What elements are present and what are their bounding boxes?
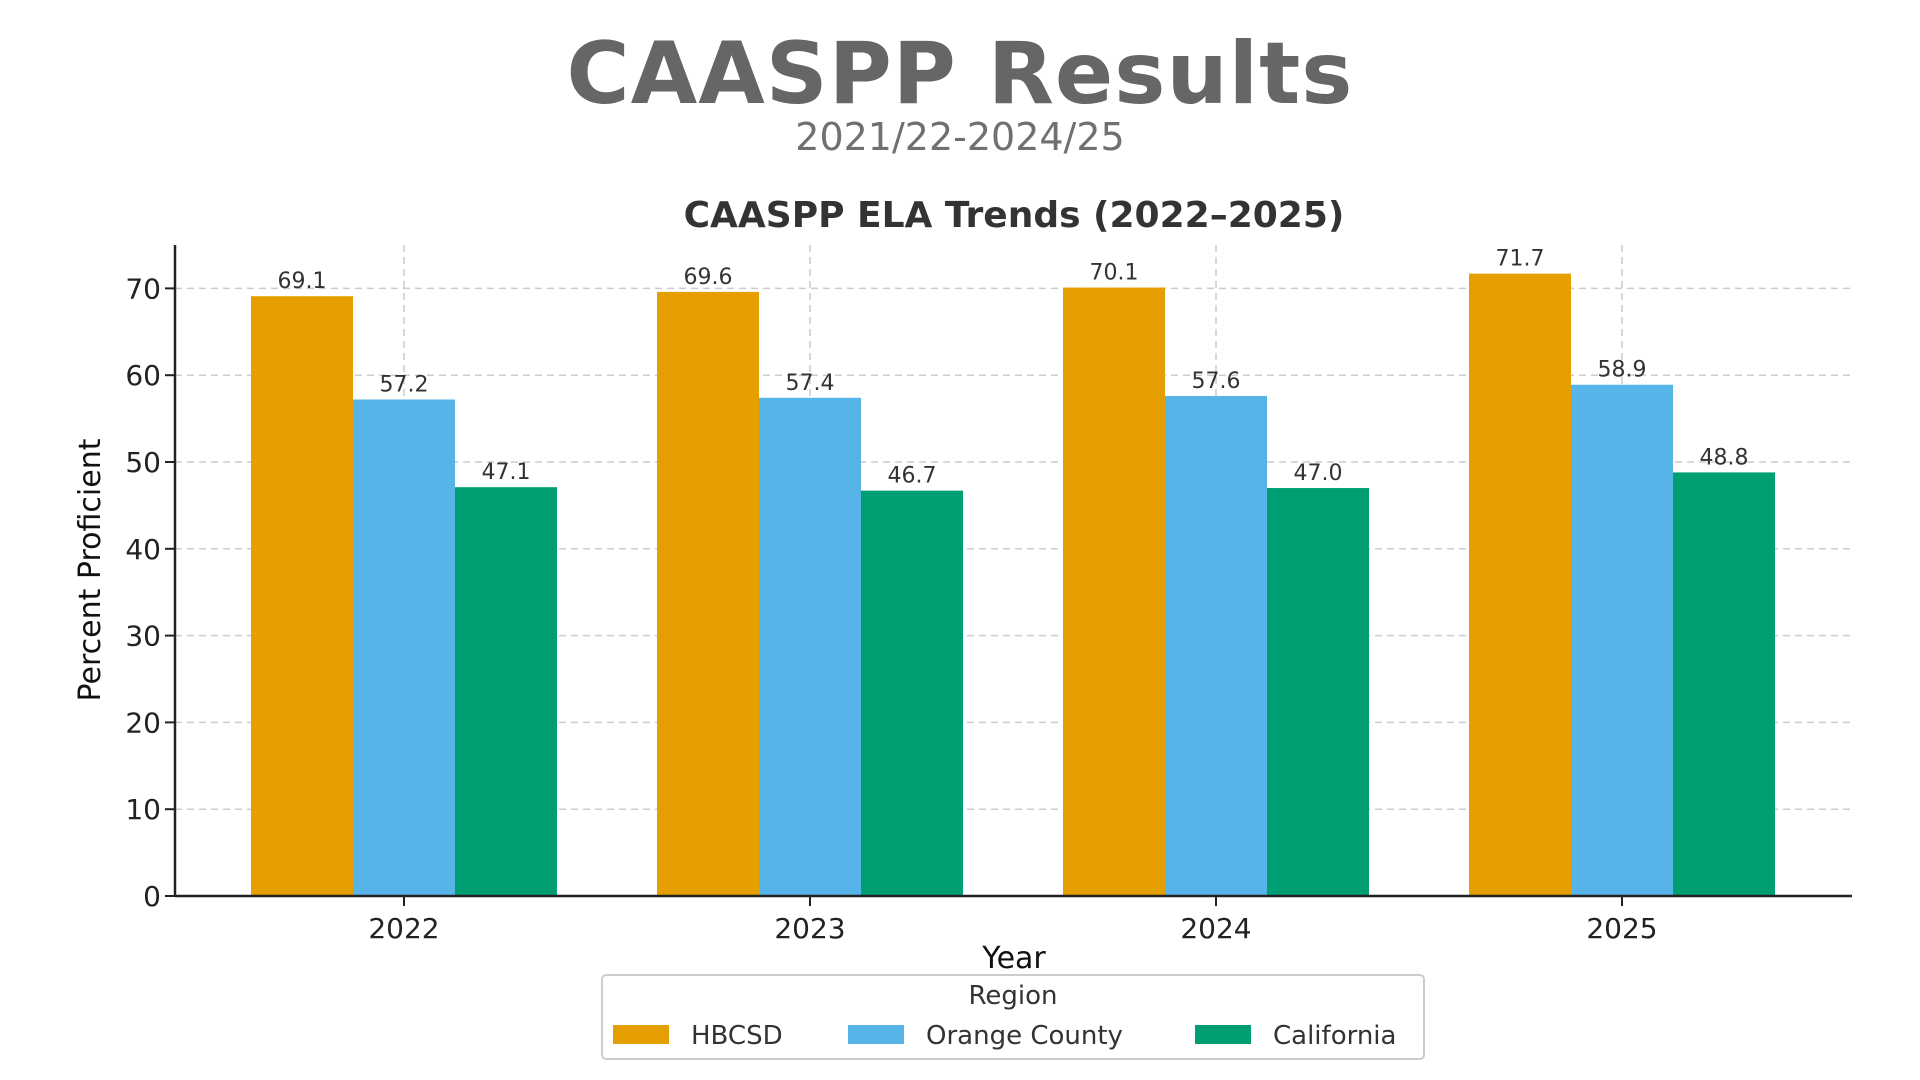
page-subtitle: 2021/22-2024/25 (795, 115, 1125, 159)
data-label: 57.2 (380, 373, 429, 398)
bar-hbcsd-2024 (1063, 287, 1165, 897)
data-label: 46.7 (888, 464, 937, 489)
bar-hbcsd-2022 (251, 296, 353, 896)
page-title: CAASPP Results (566, 24, 1354, 124)
bar-california-2023 (861, 490, 963, 896)
y-tick-label: 70 (125, 272, 161, 305)
bars-group (251, 273, 1775, 897)
legend-items: HBCSD Orange County California (613, 1021, 1396, 1051)
bar-orange-county-2023 (759, 397, 861, 896)
legend-label: Orange County (926, 1021, 1123, 1051)
legend-label: California (1273, 1021, 1396, 1051)
y-tick-label: 30 (125, 620, 161, 653)
legend-label: HBCSD (691, 1021, 783, 1051)
legend-swatch-hbcsd (613, 1025, 669, 1044)
data-label: 48.8 (1700, 445, 1749, 470)
y-tick-label: 60 (125, 359, 161, 392)
chart-title: CAASPP ELA Trends (2022–2025) (684, 195, 1345, 236)
y-tick-label: 20 (125, 706, 161, 739)
data-label: 57.4 (786, 371, 835, 396)
bar-orange-county-2022 (353, 399, 455, 896)
legend-swatch-california (1195, 1025, 1251, 1044)
bar-hbcsd-2025 (1469, 273, 1571, 896)
y-tick-label: 50 (125, 446, 161, 479)
y-tick-label: 10 (125, 793, 161, 826)
y-axis-label: Percent Proficient (73, 438, 108, 701)
bar-california-2025 (1673, 472, 1775, 896)
bar-orange-county-2024 (1165, 396, 1267, 896)
data-label: 57.6 (1192, 369, 1241, 394)
data-label: 69.6 (684, 265, 733, 290)
bar-orange-county-2025 (1571, 384, 1673, 896)
legend-title: Region (968, 981, 1057, 1011)
legend-swatch-orange-county (848, 1025, 904, 1044)
x-tick-label: 2023 (774, 912, 845, 945)
data-label: 47.0 (1294, 461, 1343, 486)
legend: Region HBCSD Orange County California (601, 974, 1425, 1060)
x-tick-label: 2025 (1586, 912, 1657, 945)
x-tick-label: 2022 (368, 912, 439, 945)
axes-group: 0 10 20 30 40 50 60 70 2022 2023 2024 2025 (125, 245, 1852, 945)
data-label: 58.9 (1598, 358, 1647, 383)
data-label: 69.1 (278, 269, 327, 294)
x-tick-label: 2024 (1180, 912, 1251, 945)
x-axis-label: Year (981, 941, 1046, 976)
bar-california-2022 (455, 487, 557, 896)
data-label: 71.7 (1496, 247, 1545, 272)
data-label: 47.1 (482, 460, 531, 485)
data-labels-group: 69.1 69.6 70.1 71.7 57.2 57.4 57.6 58.9 47.1 46.7… (278, 247, 1749, 489)
y-tick-label: 40 (125, 533, 161, 566)
data-label: 70.1 (1090, 261, 1139, 286)
y-tick-label: 0 (143, 880, 161, 913)
bar-hbcsd-2023 (657, 291, 759, 896)
bar-california-2024 (1267, 488, 1369, 896)
